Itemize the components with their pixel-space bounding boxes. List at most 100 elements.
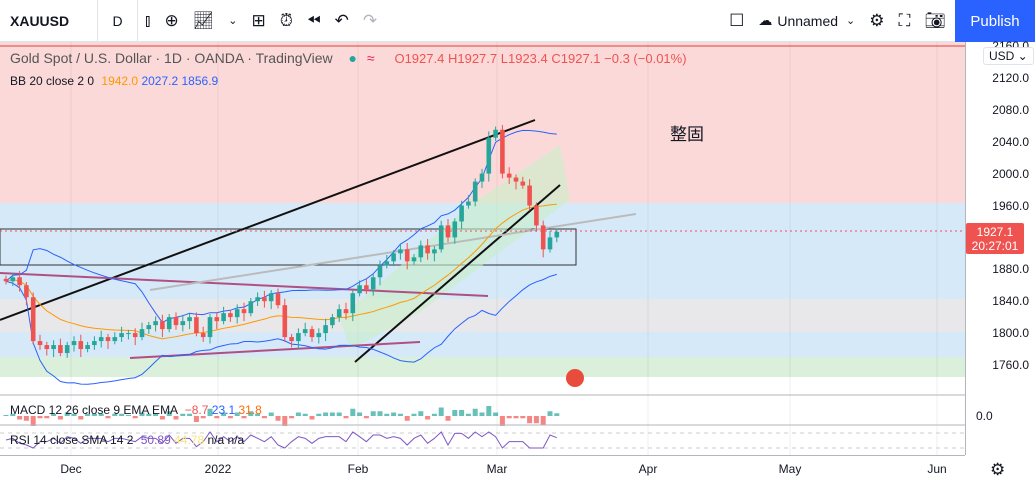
candle: [513, 177, 519, 182]
macd-bar: [459, 410, 465, 416]
macd-bar: [384, 413, 390, 416]
macd-bar: [85, 413, 91, 416]
range-box: [0, 228, 577, 266]
candle: [370, 277, 376, 290]
time-axis[interactable]: Dec 2022 Feb Mar Apr May Jun: [0, 455, 965, 487]
macd-bar: [57, 416, 63, 420]
add-indicator-icon[interactable]: ⊕: [164, 10, 179, 30]
time-tick: Jun: [927, 462, 947, 476]
currency-selector[interactable]: USD ⌄: [983, 47, 1034, 65]
text-annotation[interactable]: 整固: [670, 125, 704, 144]
candle: [459, 205, 464, 222]
grid: [70, 42, 938, 455]
publish-button[interactable]: Publish: [955, 0, 1035, 42]
candle: [132, 333, 138, 338]
high: H1927.7: [447, 51, 498, 66]
macd-bar: [438, 407, 444, 416]
macd-bar: [289, 416, 295, 419]
bb-legend[interactable]: BB 20 close 2 0 1942.0 2027.2 1856.9: [10, 74, 218, 88]
macd-bar: [329, 412, 335, 416]
chevron-down-icon[interactable]: ⌄: [228, 15, 238, 27]
replay-icon[interactable]: ⏪︎: [307, 10, 321, 30]
candle: [78, 341, 84, 350]
macd-legend[interactable]: MACD 12 26 close 9 EMA EMA −8.7 23.1 31.…: [10, 403, 262, 417]
settings-icon[interactable]: ⚙: [869, 10, 885, 30]
macd-bar: [119, 413, 125, 416]
macd-bar: [540, 416, 546, 425]
layout-button[interactable]: ☁ Unnamed ⌄: [751, 0, 862, 42]
macd-bar: [316, 413, 322, 416]
rsi-legend[interactable]: RSI 14 close SMA 14 2 50.89 44.78 n/a n/…: [10, 433, 244, 447]
macd-bar: [499, 416, 505, 426]
candle: [534, 205, 539, 226]
macd-bar: [418, 411, 424, 416]
undo-icon[interactable]: ↶: [334, 10, 349, 30]
bb-label: BB 20 close 2 0: [10, 74, 95, 88]
macd-bar: [513, 416, 519, 419]
candle: [153, 321, 158, 326]
price-chart[interactable]: [0, 42, 965, 455]
macd-bar: [431, 413, 437, 416]
time-tick: Mar: [486, 462, 508, 476]
candle: [37, 341, 43, 346]
macd-bar: [71, 413, 77, 416]
candle: [404, 249, 410, 262]
camera-icon[interactable]: 📷︎: [924, 10, 946, 30]
current-price-label: 1927.1 20:27:01: [966, 223, 1024, 254]
macd-bar: [187, 413, 193, 416]
symbol-search[interactable]: XAUUSD: [0, 0, 98, 42]
macd-hist: −8.7: [184, 403, 209, 417]
candle: [275, 293, 281, 306]
macd-bar: [221, 412, 227, 416]
close: C1927.1: [551, 51, 601, 66]
macd-bar: [343, 416, 349, 419]
candle: [146, 325, 152, 330]
candles-icon[interactable]: ⫾: [145, 10, 151, 30]
settings-icon[interactable]: ⚙: [990, 460, 1006, 479]
trend-line: [0, 119, 536, 321]
candle: [126, 333, 131, 335]
macd-histogram: [3, 406, 560, 426]
templates-icon[interactable]: ⊞: [251, 10, 266, 30]
macd-bar: [207, 408, 213, 416]
candle: [520, 181, 526, 186]
macd-bar: [295, 412, 301, 416]
redo-icon[interactable]: ↷: [362, 10, 378, 30]
macd-bar: [506, 416, 512, 419]
indicators-icon[interactable]: 📈︎: [192, 10, 215, 30]
candle: [234, 309, 240, 318]
delay-icon: ≈: [366, 50, 375, 66]
macd-bar: [51, 413, 57, 416]
rsi-value: 50.89: [140, 433, 171, 447]
bb-upper: 2027.2: [141, 74, 179, 88]
candle: [540, 225, 546, 250]
macd-bar: [78, 416, 84, 420]
alert-icon[interactable]: ⏰︎: [279, 10, 294, 30]
candle: [316, 333, 322, 338]
gray-zone: [0, 299, 965, 332]
candle: [180, 321, 186, 326]
macd-bar: [91, 413, 97, 416]
flag-icon: [566, 369, 584, 387]
candle: [98, 337, 104, 342]
macd-bar: [23, 416, 29, 421]
candle: [411, 257, 417, 262]
candle: [309, 329, 315, 338]
interval-button[interactable]: D: [98, 0, 138, 42]
macd-bar: [533, 416, 539, 424]
support-zone: [0, 357, 965, 377]
candle: [105, 337, 111, 342]
macd-bar: [268, 412, 274, 416]
fullscreen-checkbox-icon[interactable]: ☐: [729, 10, 745, 30]
macd-bar: [554, 413, 560, 416]
candle: [92, 341, 97, 346]
macd-bar: [193, 416, 199, 422]
current-price: 1927.1: [976, 225, 1014, 239]
candle: [173, 317, 179, 326]
macd-bar: [363, 416, 369, 419]
candle: [289, 337, 294, 342]
fullscreen-icon[interactable]: ⛶: [898, 10, 911, 30]
candle: [3, 278, 9, 282]
macd-bar: [125, 415, 131, 416]
price-tick: 1800.0: [992, 326, 1029, 341]
